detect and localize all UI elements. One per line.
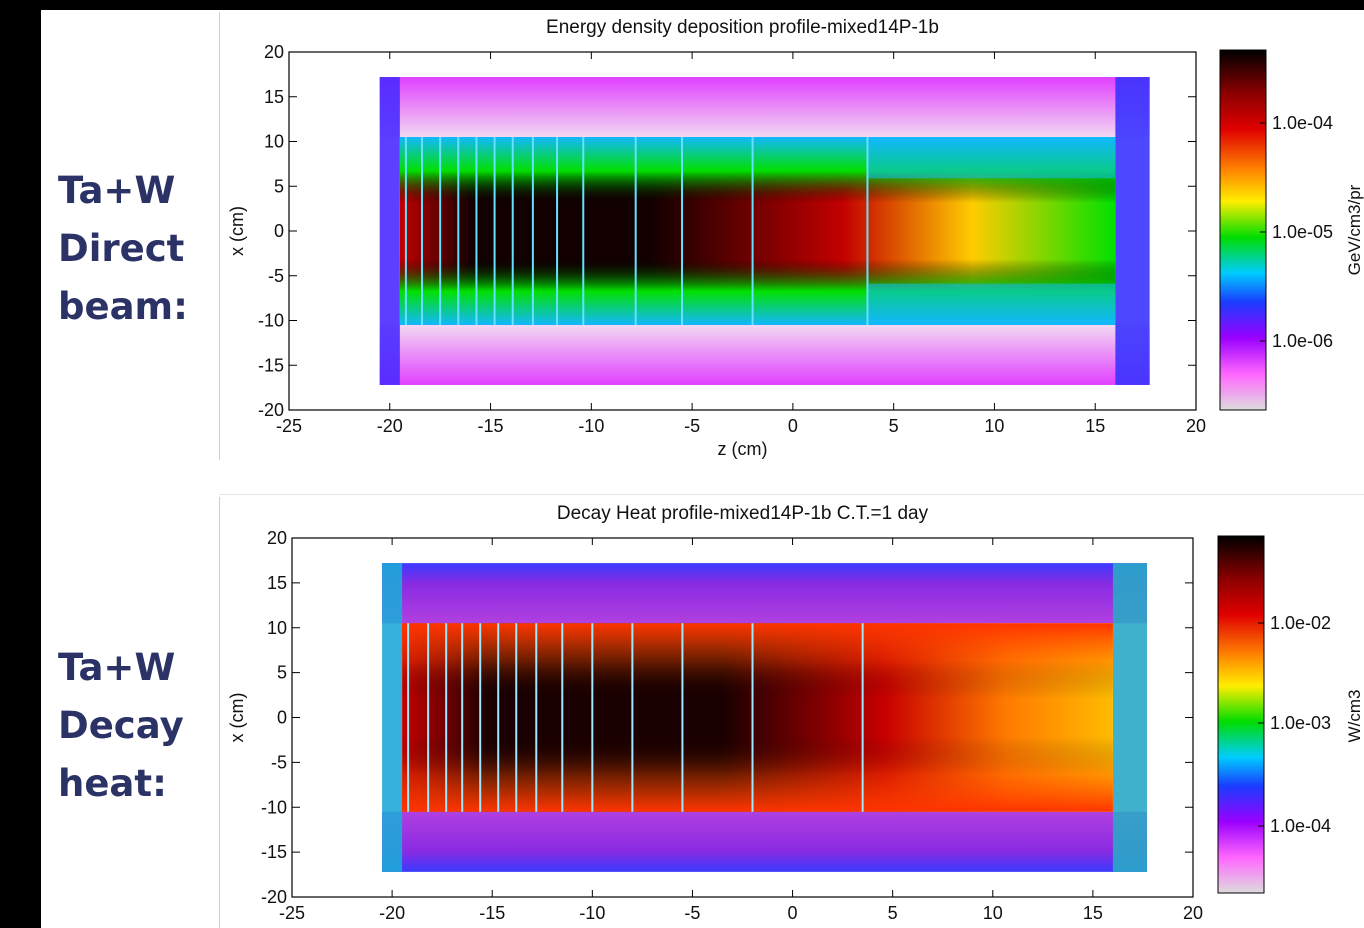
y-axis-label: x (cm): [227, 206, 247, 256]
shield-end-right: [1115, 77, 1150, 385]
y-tick-label: 0: [277, 708, 287, 728]
chart-title: Decay Heat profile-mixed14P-1b C.T.=1 da…: [557, 503, 929, 524]
x-axis-label: z (cm): [718, 439, 768, 459]
shield-upper: [382, 563, 1147, 624]
x-tick-label: -15: [479, 903, 505, 923]
y-tick-label: 0: [274, 221, 284, 241]
label-line-2: Direct: [58, 227, 185, 270]
label-decay-heat: Ta+W Decay heat:: [58, 639, 184, 813]
shield-end-left: [379, 77, 400, 385]
x-tick-label: 0: [788, 903, 798, 923]
label-direct-beam: Ta+W Direct beam:: [58, 162, 188, 336]
panel-separator: [219, 494, 1364, 495]
colorbar-tick-label: 1.0e-02: [1270, 613, 1331, 633]
x-tick-label: 20: [1186, 416, 1206, 436]
x-tick-label: -25: [276, 416, 302, 436]
y-tick-label: -5: [271, 752, 287, 772]
label-line-2: Decay: [58, 704, 184, 747]
x-tick-label: -10: [579, 903, 605, 923]
x-tick-label: 10: [983, 903, 1003, 923]
x-tick-label: 15: [1083, 903, 1103, 923]
shield-upper: [379, 77, 1150, 138]
y-tick-label: 15: [264, 87, 284, 107]
y-tick-label: 15: [267, 573, 287, 593]
y-tick-label: -10: [261, 797, 287, 817]
colorbar: [1217, 535, 1265, 894]
x-tick-label: 5: [888, 903, 898, 923]
x-tick-label: -25: [279, 903, 305, 923]
shield-end-right: [1112, 563, 1147, 872]
x-tick-label: 5: [889, 416, 899, 436]
x-tick-label: -5: [684, 903, 700, 923]
y-tick-label: -15: [258, 355, 284, 375]
x-tick-label: -20: [379, 903, 405, 923]
colorbar-tick-label: 1.0e-04: [1270, 816, 1331, 836]
label-line-3: heat:: [58, 762, 167, 805]
shield-lower: [382, 811, 1147, 872]
colorbar: [1219, 49, 1267, 411]
x-tick-label: -5: [684, 416, 700, 436]
label-line-1: Ta+W: [58, 646, 176, 689]
x-tick-label: 10: [984, 416, 1004, 436]
x-tick-label: 15: [1085, 416, 1105, 436]
chart-1: Energy density deposition profile-mixed1…: [227, 17, 1364, 459]
colorbar-tick-label: 1.0e-03: [1270, 713, 1331, 733]
y-tick-label: 10: [267, 618, 287, 638]
shield-lower: [379, 324, 1150, 385]
x-tick-label: 0: [788, 416, 798, 436]
target-edge-top-cool: [867, 137, 1116, 179]
target-edge-bottom-cool: [867, 283, 1116, 325]
x-tick-label: -15: [478, 416, 504, 436]
y-tick-label: -5: [268, 266, 284, 286]
y-tick-label: 10: [264, 132, 284, 152]
panel-divider-top: [219, 12, 220, 460]
panel-divider-bottom: [219, 497, 220, 928]
y-tick-label: -20: [261, 887, 287, 907]
colorbar-tick-label: 1.0e-05: [1272, 222, 1333, 242]
y-tick-label: -10: [258, 311, 284, 331]
y-tick-label: 20: [264, 42, 284, 62]
y-tick-label: -15: [261, 842, 287, 862]
colorbar-label: W/cm3: [1345, 690, 1364, 743]
y-tick-label: 20: [267, 528, 287, 548]
x-tick-label: 20: [1183, 903, 1203, 923]
chart-2: Decay Heat profile-mixed14P-1b C.T.=1 da…: [227, 503, 1364, 923]
target-edges: [402, 623, 1113, 812]
y-tick-label: -20: [258, 400, 284, 420]
colorbar-tick-label: 1.0e-06: [1272, 331, 1333, 351]
y-tick-label: 5: [274, 176, 284, 196]
label-line-1: Ta+W: [58, 169, 176, 212]
colorbar-tick-label: 1.0e-04: [1272, 113, 1333, 133]
colorbar-label: GeV/cm3/pr: [1345, 184, 1364, 275]
x-tick-label: -10: [578, 416, 604, 436]
shield-end-left: [382, 563, 403, 872]
label-line-3: beam:: [58, 285, 188, 328]
x-tick-label: -20: [377, 416, 403, 436]
y-axis-label: x (cm): [227, 693, 247, 743]
y-tick-label: 5: [277, 663, 287, 683]
chart-title: Energy density deposition profile-mixed1…: [546, 17, 939, 38]
